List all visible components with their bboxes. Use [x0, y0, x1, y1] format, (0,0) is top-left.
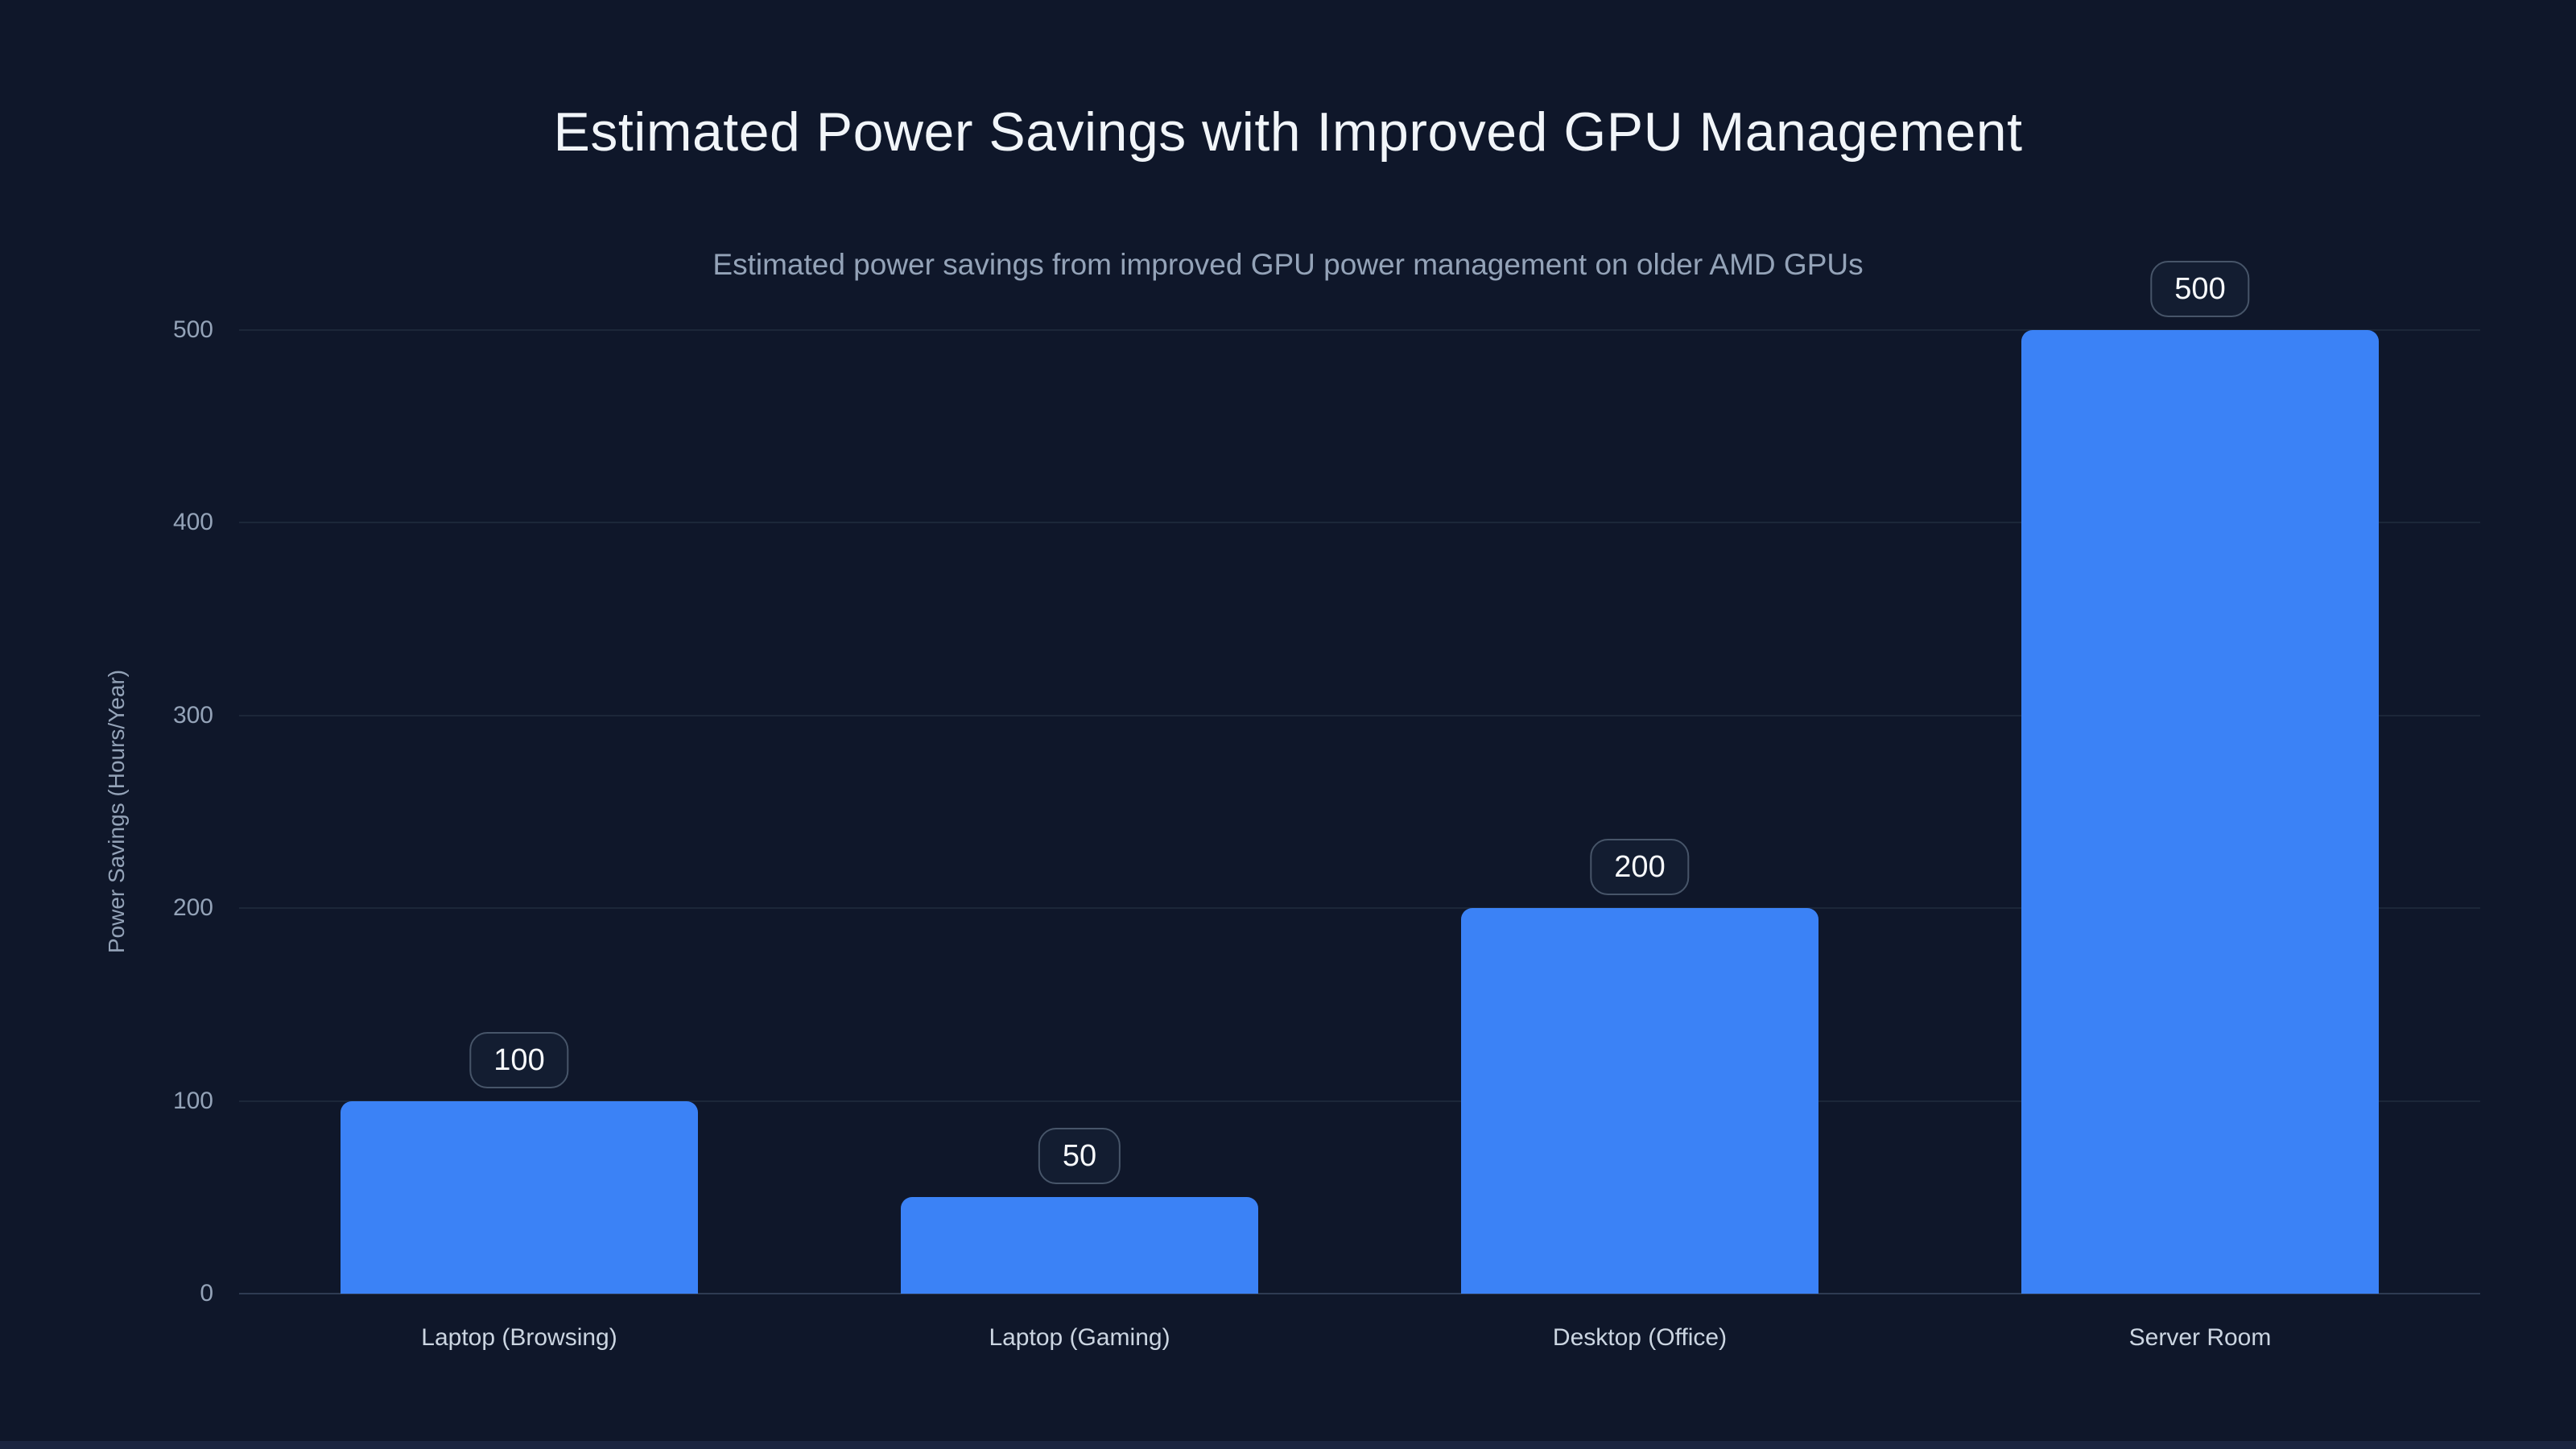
- y-tick-label: 200: [172, 894, 213, 922]
- bar-laptop-browsing[interactable]: [341, 1100, 698, 1294]
- x-axis-label-server-room: Server Room: [2128, 1324, 2272, 1351]
- bar-laptop-gaming[interactable]: [901, 1197, 1258, 1294]
- gridline: [239, 329, 2480, 331]
- value-badge-desktop-office: 200: [1590, 839, 1690, 896]
- y-tick-label: 300: [172, 701, 213, 729]
- x-axis-label-laptop-browsing: Laptop (Browsing): [421, 1324, 617, 1351]
- y-tick-label: 100: [172, 1087, 213, 1114]
- bar-desktop-office[interactable]: [1461, 908, 1818, 1294]
- y-tick-label: 400: [172, 509, 213, 536]
- gridline: [239, 907, 2480, 910]
- gridline: [239, 1100, 2480, 1102]
- gridline: [239, 522, 2480, 524]
- window-edge: [0, 1441, 2576, 1449]
- value-badge-server-room: 500: [2150, 261, 2250, 317]
- bar-server-room[interactable]: [2021, 330, 2379, 1294]
- value-badge-laptop-browsing: 100: [469, 1031, 569, 1088]
- x-axis-line: [239, 1293, 2480, 1294]
- x-axis-label-laptop-gaming: Laptop (Gaming): [989, 1324, 1170, 1351]
- chart-subtitle: Estimated power savings from improved GP…: [712, 248, 1864, 281]
- chart-title: Estimated Power Savings with Improved GP…: [553, 101, 2023, 163]
- value-badge-laptop-gaming: 50: [1038, 1128, 1121, 1185]
- gridline: [239, 714, 2480, 716]
- y-tick-label: 500: [172, 316, 213, 343]
- x-axis-label-desktop-office: Desktop (Office): [1552, 1324, 1728, 1351]
- y-tick-label: 0: [200, 1280, 213, 1307]
